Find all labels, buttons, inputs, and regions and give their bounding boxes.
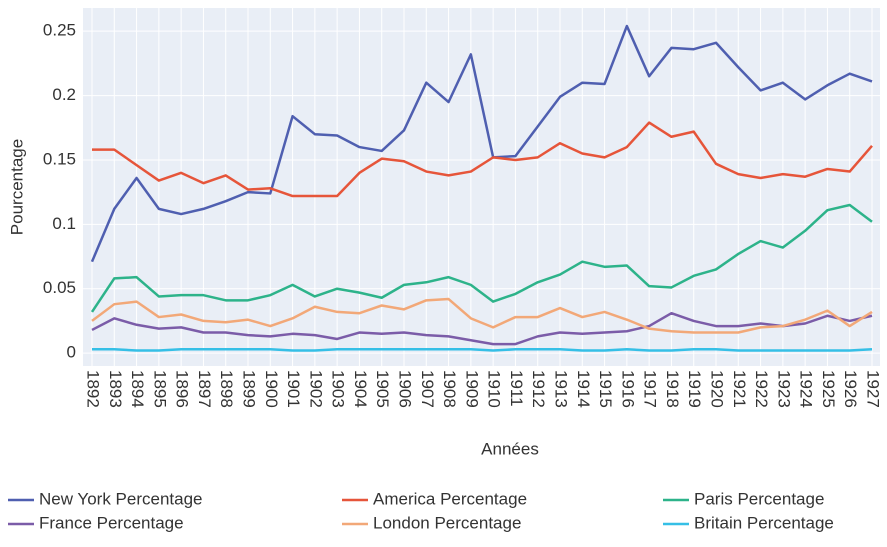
- legend-label: Britain Percentage: [694, 513, 834, 532]
- x-tick-label: 1918: [663, 370, 682, 408]
- x-tick-label: 1917: [641, 370, 660, 408]
- x-tick-label: 1920: [708, 370, 727, 408]
- line: [91, 311, 873, 346]
- x-tick-label: 1914: [574, 370, 593, 408]
- legend-label: Paris Percentage: [694, 489, 824, 508]
- x-tick-label: 1913: [552, 370, 571, 408]
- x-tick-label: 1921: [730, 370, 749, 408]
- y-tick-label: 0.1: [52, 214, 76, 233]
- legend-label: America Percentage: [373, 489, 527, 508]
- line: [90, 24, 873, 263]
- x-tick-label: 1923: [774, 370, 793, 408]
- line: [90, 203, 873, 313]
- x-tick-label: 1905: [373, 370, 392, 408]
- x-tick-label: 1899: [240, 370, 259, 408]
- y-tick-label: 0.05: [43, 278, 76, 297]
- x-tick-label: 1927: [864, 370, 883, 408]
- x-tick-label: 1897: [195, 370, 214, 408]
- x-tick-label: 1925: [819, 370, 838, 408]
- x-tick-label: 1922: [752, 370, 771, 408]
- x-tick-label: 1904: [351, 370, 370, 408]
- x-tick-label: 1916: [618, 370, 637, 408]
- x-tick-label: 1907: [418, 370, 437, 408]
- line: [92, 348, 873, 352]
- x-tick-label: 1911: [507, 370, 526, 407]
- x-tick-label: 1893: [106, 370, 125, 408]
- x-tick-label: 1912: [529, 370, 548, 408]
- legend-label: New York Percentage: [39, 489, 203, 508]
- y-tick-label: 0: [67, 343, 76, 362]
- x-tick-label: 1903: [329, 370, 348, 408]
- x-tick-label: 1892: [84, 370, 103, 408]
- y-tick-label: 0.15: [43, 149, 76, 168]
- line: [91, 297, 873, 334]
- x-tick-label: 1895: [150, 370, 169, 408]
- x-tick-label: 1896: [173, 370, 192, 408]
- x-tick-label: 1909: [462, 370, 481, 408]
- y-axis-title: Pourcentage: [7, 139, 26, 235]
- y-tick-label: 0.2: [52, 85, 76, 104]
- y-tick-label: 0.25: [43, 21, 76, 40]
- x-axis-title: Années: [481, 439, 539, 458]
- legend-label: London Percentage: [373, 513, 521, 532]
- x-tick-label: 1906: [396, 370, 415, 408]
- x-tick-label: 1926: [841, 370, 860, 408]
- x-tick-label: 1910: [485, 370, 504, 408]
- x-tick-label: 1894: [128, 370, 147, 408]
- x-tick-label: 1900: [262, 370, 281, 408]
- x-tick-label: 1915: [596, 370, 615, 408]
- x-tick-label: 1901: [284, 370, 303, 408]
- x-tick-label: 1919: [685, 370, 704, 408]
- line: [92, 121, 873, 198]
- x-tick-label: 1924: [797, 370, 816, 408]
- x-tick-label: 1898: [217, 370, 236, 408]
- plot-area: [83, 8, 880, 366]
- legend-label: France Percentage: [39, 513, 184, 532]
- x-tick-label: 1908: [440, 370, 459, 408]
- x-tick-label: 1902: [306, 370, 325, 408]
